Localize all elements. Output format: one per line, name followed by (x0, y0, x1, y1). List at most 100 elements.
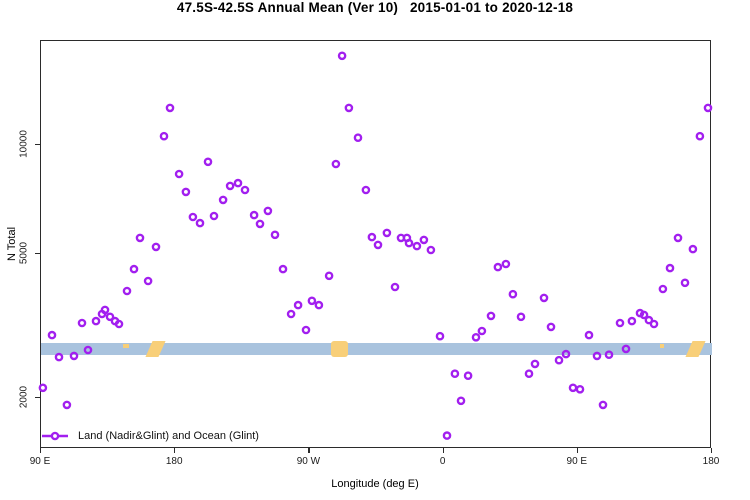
data-point (233, 178, 243, 188)
data-point (129, 264, 139, 274)
land-segment (331, 340, 349, 357)
y-tick-label: 5000 (18, 241, 30, 265)
data-point (456, 396, 466, 406)
data-point (91, 316, 101, 326)
data-point (114, 319, 124, 329)
data-point (188, 212, 198, 222)
data-point (665, 263, 675, 273)
data-point (477, 326, 487, 336)
data-point (524, 369, 534, 379)
data-point (621, 344, 631, 354)
data-point (174, 169, 184, 179)
data-point (255, 219, 265, 229)
data-point (209, 211, 219, 221)
data-point (218, 195, 228, 205)
data-point (508, 289, 518, 299)
data-point (54, 352, 64, 362)
data-point (463, 371, 473, 381)
data-point (83, 345, 93, 355)
data-point (278, 264, 288, 274)
data-point (592, 351, 602, 361)
data-point (105, 312, 115, 322)
legend-marker-line-circle-icon (42, 431, 68, 441)
y-tick-mark (35, 253, 40, 255)
data-point (263, 206, 273, 216)
y-tick-mark (35, 144, 40, 146)
data-point (561, 349, 571, 359)
x-tick-mark (576, 448, 578, 453)
x-tick-mark (711, 448, 713, 453)
data-point (151, 242, 161, 252)
data-point (501, 259, 511, 269)
data-point (337, 51, 347, 61)
x-tick-label: 180 (165, 456, 183, 467)
data-point (324, 271, 334, 281)
data-point (539, 293, 549, 303)
data-point (486, 311, 496, 321)
data-point (615, 318, 625, 328)
data-point (344, 103, 354, 113)
data-point (100, 305, 110, 315)
y-tick-label: 10000 (18, 130, 30, 159)
data-point (286, 309, 296, 319)
data-point (568, 383, 578, 393)
x-tick-label: 90 W (296, 456, 321, 467)
land-segment (123, 343, 129, 348)
data-point (270, 230, 280, 240)
data-point (203, 157, 213, 167)
data-point (695, 131, 705, 141)
chart-title: 47.5S-42.5S Annual Mean (Ver 10) 2015-01… (176, 0, 574, 15)
data-point (426, 245, 436, 255)
data-point (143, 276, 153, 286)
data-point (135, 233, 145, 243)
x-tick-label: 90 E (566, 456, 588, 467)
x-axis-title: Longitude (deg E) (331, 478, 419, 490)
data-point (598, 400, 608, 410)
x-tick-label: 0 (439, 456, 446, 467)
data-point (673, 233, 683, 243)
data-point (546, 322, 556, 332)
data-point (404, 238, 414, 248)
latitude-strip-ocean-band (41, 342, 712, 355)
x-tick-label: 90 E (29, 456, 51, 467)
data-point (195, 218, 205, 228)
data-point (471, 332, 481, 342)
x-tick-label: 180 (702, 456, 720, 467)
data-point (649, 319, 659, 329)
data-point (390, 282, 400, 292)
x-tick-mark (308, 448, 310, 453)
data-point (301, 325, 311, 335)
data-point (373, 240, 383, 250)
y-tick-mark (35, 396, 40, 398)
data-point (225, 181, 235, 191)
x-tick-mark (40, 448, 42, 453)
data-point (639, 310, 649, 320)
data-point (165, 103, 175, 113)
data-point (442, 431, 452, 440)
data-point (493, 262, 503, 272)
data-point (62, 400, 72, 410)
data-point (367, 232, 377, 242)
data-point (604, 350, 614, 360)
data-point (658, 284, 668, 294)
land-segment (659, 343, 664, 348)
x-tick-mark (442, 448, 444, 453)
legend: Land (Nadir&Glint) and Ocean (Glint) (42, 430, 259, 442)
data-point (47, 330, 57, 340)
data-point (680, 278, 690, 288)
data-point (69, 351, 79, 361)
data-point (516, 312, 526, 322)
data-point (361, 185, 371, 195)
data-point (240, 185, 250, 195)
data-point (575, 384, 585, 394)
data-point (314, 300, 324, 310)
data-point (159, 131, 169, 141)
data-point (688, 244, 698, 254)
data-point (307, 296, 317, 306)
data-point (38, 383, 48, 393)
x-tick-mark (174, 448, 176, 453)
data-point (249, 210, 259, 220)
y-tick-label: 2000 (18, 385, 30, 408)
y-axis-title: N Total (6, 226, 18, 262)
legend-label: Land (Nadir&Glint) and Ocean (Glint) (78, 430, 259, 442)
